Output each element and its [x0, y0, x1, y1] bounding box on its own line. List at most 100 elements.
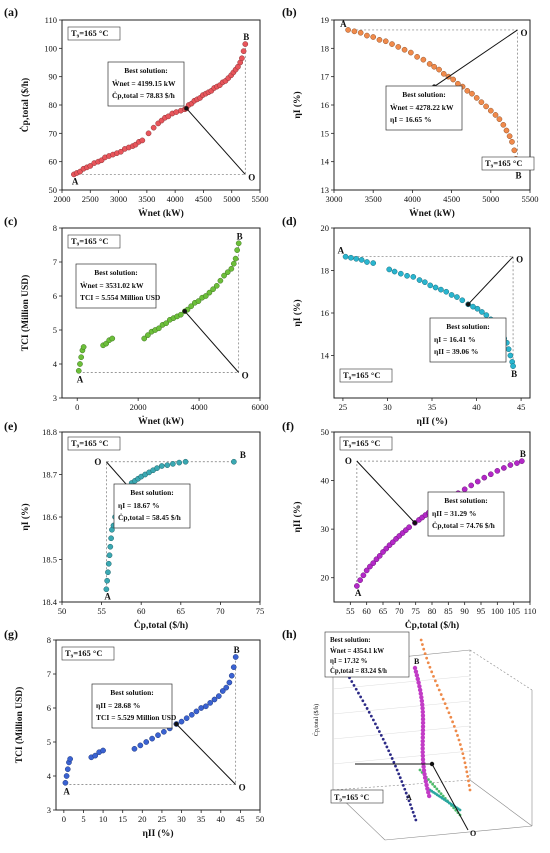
data-point: [474, 305, 481, 312]
y-axis-label: ηII (%): [292, 502, 303, 533]
y-tick-label: 14: [321, 157, 330, 167]
label-A: A: [338, 246, 345, 256]
data-point: [141, 335, 148, 342]
x-axis-label: Ċp,total ($/h): [134, 619, 188, 631]
projection-point: [413, 814, 416, 818]
y-tick-label: 17: [321, 72, 330, 82]
x-tick-label: 50: [58, 606, 67, 616]
projection-point: [451, 720, 454, 724]
data-point: [176, 459, 183, 466]
best-value: Ẇnet = 3531.02 kW: [80, 280, 144, 290]
temp-label: T₉=165 °C: [485, 158, 522, 168]
best-value: Ċp,total = 58.45 $/h: [118, 512, 182, 522]
data-point: [226, 679, 233, 686]
data-point: [149, 735, 155, 742]
temp-label: T₉=165 °C: [71, 438, 108, 448]
projection-point: [403, 787, 407, 791]
data-point: [370, 34, 377, 40]
panel-tag: (a): [4, 5, 18, 19]
data-point: [154, 465, 160, 471]
y-tick-label: 8: [53, 223, 57, 233]
data-point: [224, 269, 231, 276]
projection-point: [466, 774, 470, 778]
panel-tag: (d): [282, 214, 297, 228]
data-point: [423, 779, 429, 784]
best-value: Ẇnet = 4278.22 kW: [390, 102, 454, 112]
projection-point: [400, 780, 404, 783]
best-point: [174, 721, 179, 727]
best-value: TCI = 5.529 Million USD: [96, 713, 177, 722]
projection-point: [404, 791, 408, 795]
y-tick-label: 50: [321, 427, 330, 437]
data-point: [206, 289, 213, 296]
data-point: [417, 687, 423, 693]
best-solution-box: [385, 85, 463, 131]
temp-label-box: [339, 368, 393, 383]
best-point: [429, 761, 435, 767]
projection-point: [467, 779, 470, 783]
x-tick-label: 3000: [326, 194, 343, 204]
projection-point: [427, 778, 430, 781]
panel-e: (e) 50 55 60 65 70 75 18.4 18.5 18.6 18.7 18.8 Ċp,to…: [4, 419, 264, 631]
y-tick-label: 14: [321, 351, 330, 361]
x-tick-label: 2000: [130, 402, 147, 412]
data-point: [62, 779, 69, 786]
data-point: [373, 556, 380, 563]
projection-point: [439, 792, 443, 796]
data-point: [420, 727, 426, 733]
data-point: [422, 279, 428, 286]
label-O: O: [239, 783, 246, 793]
panel-tag: (c): [4, 214, 17, 228]
projection-point: [374, 722, 377, 726]
data-point: [383, 545, 390, 552]
data-point: [420, 738, 425, 744]
projection-point: [456, 734, 459, 737]
y-tick-label: 7: [47, 669, 51, 679]
panel-tag: (f): [282, 419, 294, 433]
projection-point: [423, 652, 427, 656]
best-title: Best solution:: [446, 322, 490, 331]
projection-point: [419, 638, 423, 642]
z-axis-label: Ċp,total ($/h): [313, 704, 320, 736]
data-point: [239, 55, 245, 62]
data-point: [420, 724, 426, 729]
grid-line: [332, 700, 471, 715]
data-point: [188, 711, 195, 718]
label-A: A: [340, 19, 347, 29]
y-tick-label: 80: [49, 100, 58, 110]
o-to-best-line: [433, 29, 518, 87]
x-tick-label: 85: [444, 606, 453, 616]
best-value: Ċp,total = 78.83 $/h: [112, 90, 176, 100]
projection-point: [431, 782, 435, 786]
data-point: [431, 63, 438, 70]
data-point: [145, 130, 152, 137]
data-point: [404, 272, 410, 279]
projection-point: [433, 679, 437, 683]
data-point: [105, 560, 112, 567]
projection-point: [354, 687, 358, 691]
data-point: [367, 563, 373, 570]
best-point: [412, 520, 418, 526]
projection-point: [433, 785, 437, 788]
data-point: [421, 764, 426, 769]
projection-point: [377, 730, 381, 733]
projection-point: [398, 776, 402, 780]
data-point: [386, 266, 393, 273]
projection-point: [418, 768, 422, 772]
projection-point: [465, 770, 469, 774]
panel-tag: (g): [4, 627, 18, 641]
data-point: [501, 465, 507, 471]
data-point: [240, 48, 247, 55]
y-tick-label: 18: [321, 43, 330, 53]
panel-tag: (e): [4, 419, 17, 433]
label-O: O: [470, 829, 476, 838]
data-point: [158, 463, 165, 469]
x-tick-label: 90: [460, 606, 469, 616]
box-edge: [469, 779, 533, 827]
x-tick-label: 45: [517, 402, 526, 412]
data-point: [416, 680, 421, 685]
data-point: [145, 332, 151, 338]
data-point: [109, 335, 116, 342]
x-tick-label: 4000: [191, 402, 208, 412]
projection-point: [457, 738, 461, 742]
